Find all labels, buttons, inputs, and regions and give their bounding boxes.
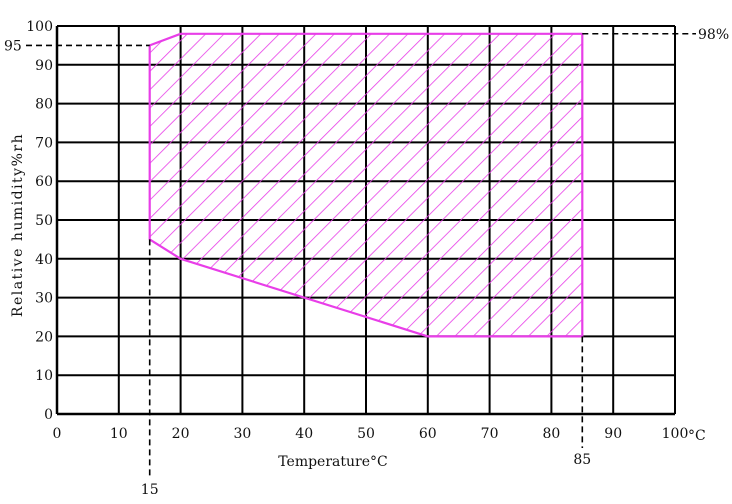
x-tick-label: 10 <box>110 426 128 442</box>
x-tick-label: 30 <box>233 426 251 442</box>
x-tick-label: 80 <box>542 426 560 442</box>
y-tick-label: 100 <box>26 19 53 35</box>
x-tick-label: 70 <box>481 426 499 442</box>
x-tick-label: 100 <box>662 426 689 442</box>
y-tick-label: 0 <box>44 407 53 423</box>
y-axis-title: Relative humidity%rh <box>10 133 26 317</box>
x-tick-label: 20 <box>172 426 190 442</box>
x-axis-title: Temperature°C <box>278 454 387 470</box>
y-tick-label: 60 <box>35 174 53 190</box>
reference-label: 98% <box>698 27 729 43</box>
y-tick-label: 70 <box>35 135 53 151</box>
y-tick-label: 90 <box>35 58 53 74</box>
reference-label: 95 <box>4 38 22 54</box>
x-tick-label: 50 <box>357 426 375 442</box>
x-tick-label: 40 <box>295 426 313 442</box>
x-tick-label: 90 <box>604 426 622 442</box>
x-tick-label: 0 <box>53 426 62 442</box>
y-tick-label: 40 <box>35 252 53 268</box>
tick-labels: 0 10 20 30 40 50 60 70 80 90 100 0 10 20 30 40 50 60 70 80 9… <box>26 19 688 442</box>
y-tick-label: 10 <box>35 368 53 384</box>
reference-label: 85 <box>573 452 591 468</box>
y-tick-label: 80 <box>35 97 53 113</box>
region-polygon <box>148 32 584 338</box>
y-tick-label: 30 <box>35 291 53 307</box>
operating-region <box>148 32 584 338</box>
x-tick-label: 60 <box>419 426 437 442</box>
y-tick-label: 50 <box>35 213 53 229</box>
reference-label: 15 <box>141 482 159 498</box>
x-axis-unit: °C <box>688 428 706 444</box>
reference-lines: 95 98% 15 85 <box>4 27 729 498</box>
axes <box>55 26 675 416</box>
y-tick-label: 20 <box>35 329 53 345</box>
